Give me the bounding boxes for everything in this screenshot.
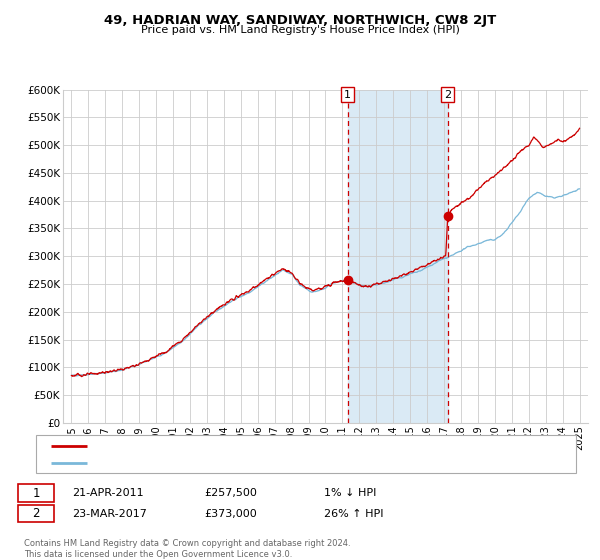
Text: 2: 2	[444, 90, 451, 100]
Text: £257,500: £257,500	[204, 488, 257, 498]
Text: Price paid vs. HM Land Registry's House Price Index (HPI): Price paid vs. HM Land Registry's House …	[140, 25, 460, 35]
Text: 49, HADRIAN WAY, SANDIWAY, NORTHWICH, CW8 2JT (detached house): 49, HADRIAN WAY, SANDIWAY, NORTHWICH, CW…	[93, 441, 464, 451]
Text: 1: 1	[32, 487, 40, 500]
Text: 1% ↓ HPI: 1% ↓ HPI	[324, 488, 376, 498]
Text: 21-APR-2011: 21-APR-2011	[72, 488, 143, 498]
Text: £373,000: £373,000	[204, 508, 257, 519]
Text: HPI: Average price, detached house, Cheshire West and Chester: HPI: Average price, detached house, Ches…	[93, 458, 428, 468]
Text: 23-MAR-2017: 23-MAR-2017	[72, 508, 147, 519]
Text: 26% ↑ HPI: 26% ↑ HPI	[324, 508, 383, 519]
Text: Contains HM Land Registry data © Crown copyright and database right 2024.
This d: Contains HM Land Registry data © Crown c…	[24, 539, 350, 559]
Text: 2: 2	[32, 507, 40, 520]
Bar	[347, 90, 448, 423]
Text: 49, HADRIAN WAY, SANDIWAY, NORTHWICH, CW8 2JT: 49, HADRIAN WAY, SANDIWAY, NORTHWICH, CW…	[104, 14, 496, 27]
Text: 1: 1	[344, 90, 351, 100]
